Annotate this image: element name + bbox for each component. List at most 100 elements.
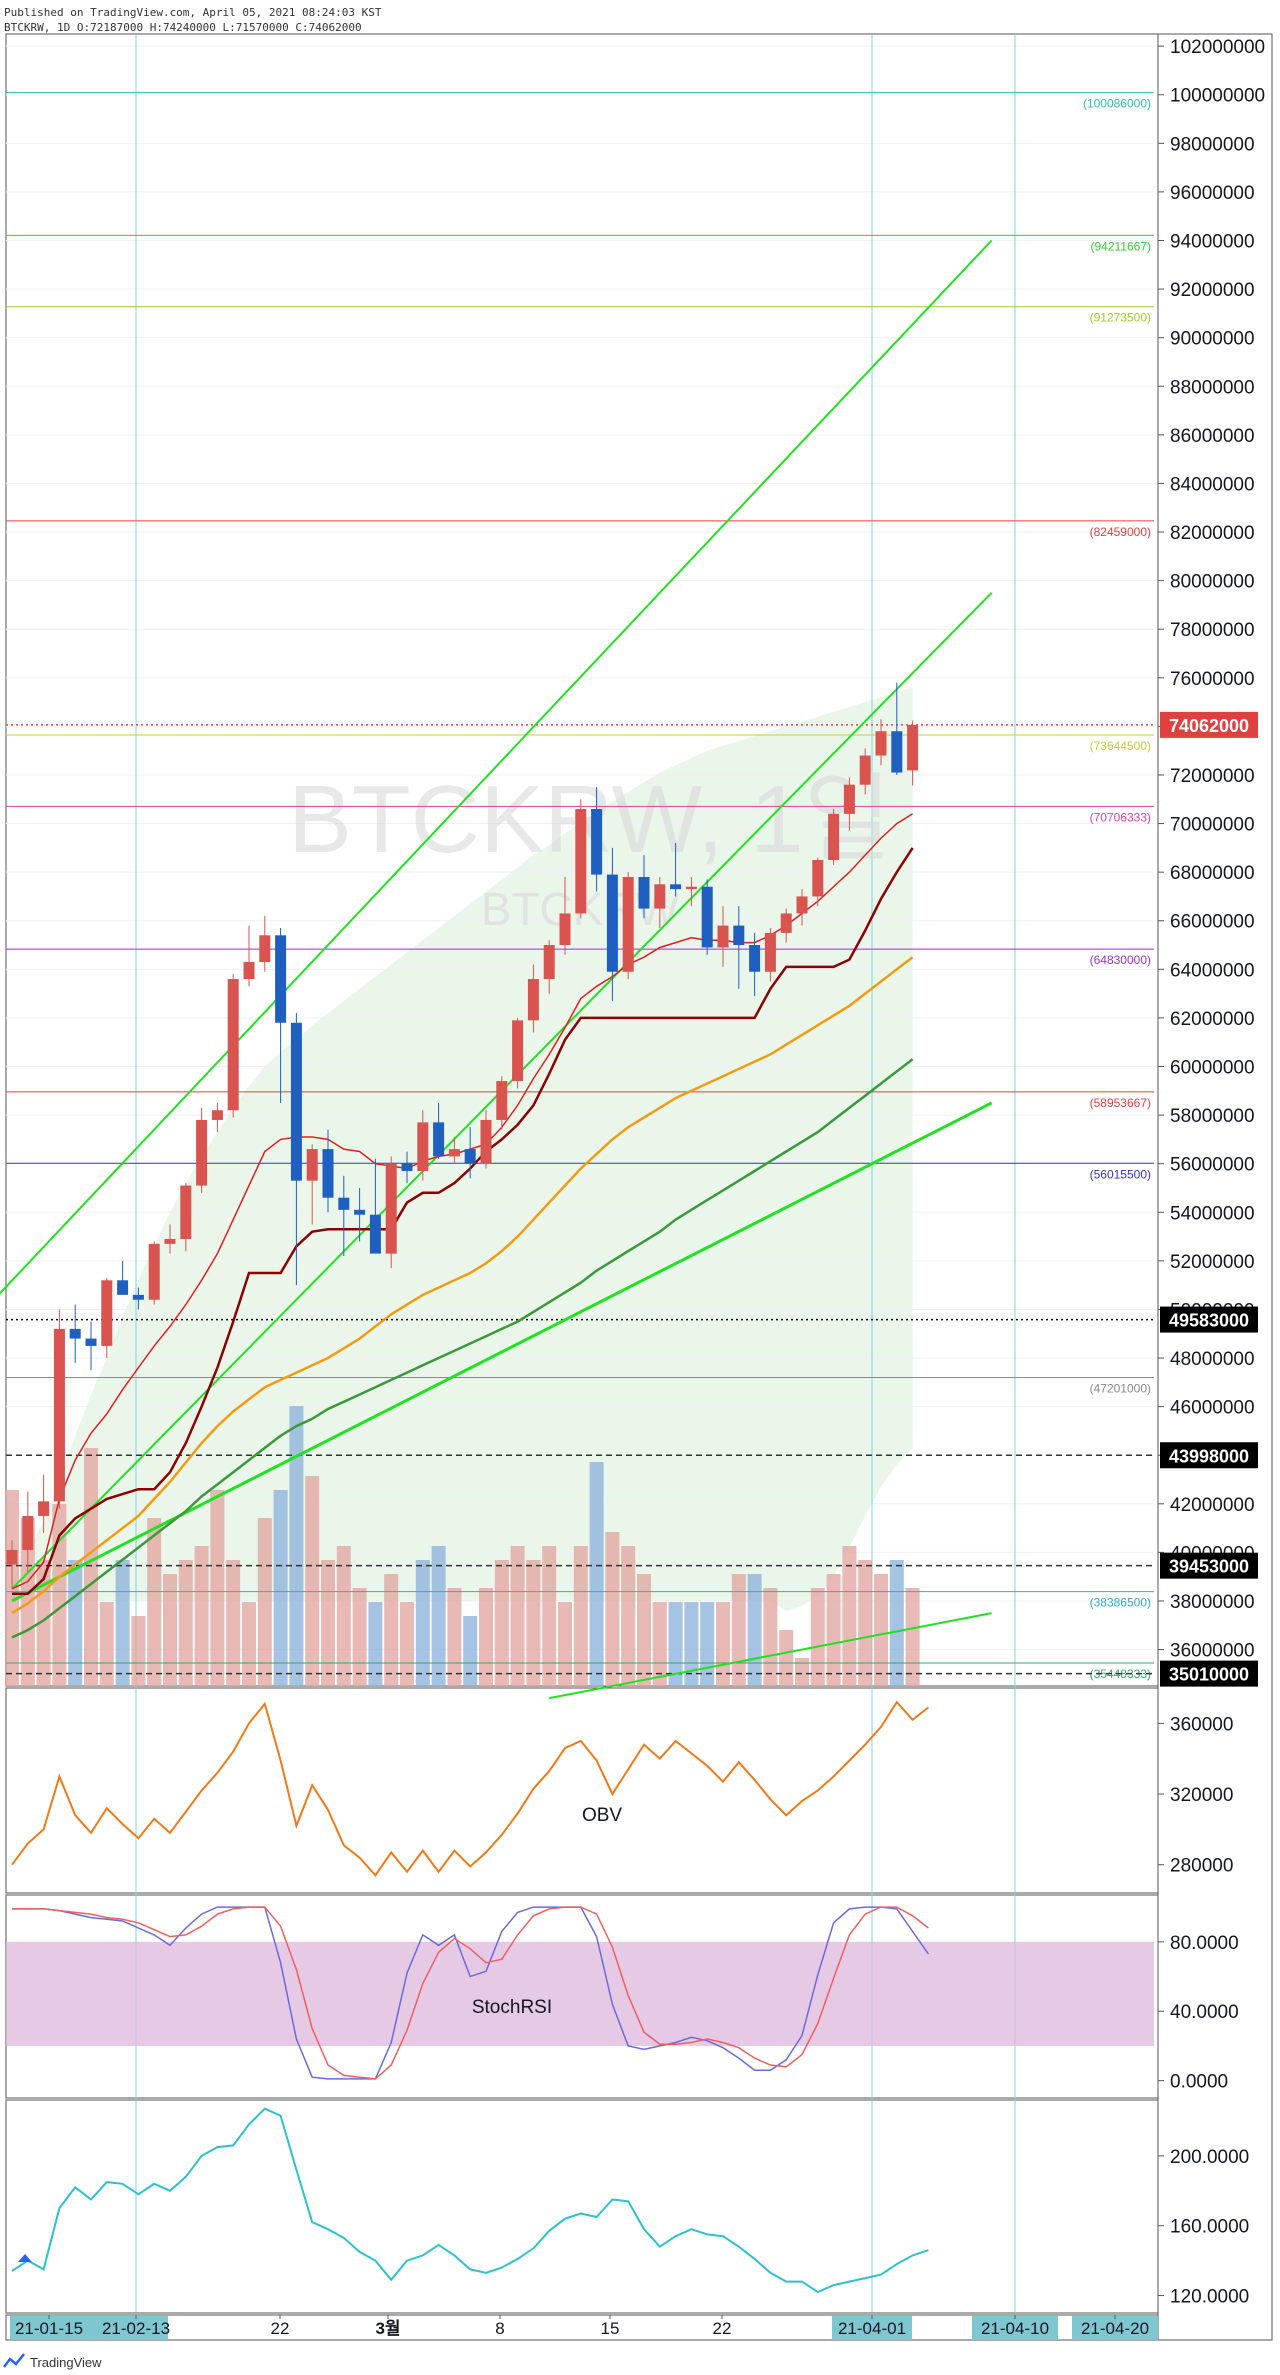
price-tick-label-26: 88000000 xyxy=(1170,377,1255,398)
price-tick-label-24: 84000000 xyxy=(1170,474,1255,495)
price-tick-label-18: 72000000 xyxy=(1170,766,1255,787)
time-axis[interactable]: 21-01-15 21-02-13 22 3월 8 15 22 21-04-01 21-04-1… xyxy=(5,2314,1159,2341)
level-label-7: (58953667) xyxy=(1090,1096,1151,1110)
candle-body-44 xyxy=(701,886,713,948)
candle-body-51 xyxy=(812,860,824,897)
candle-body-43 xyxy=(685,886,697,890)
volume-bar-18 xyxy=(289,1406,304,1686)
price-tick-label-16: 68000000 xyxy=(1170,863,1255,884)
price-tag-label-0: 74062000 xyxy=(1169,716,1249,736)
candle-body-15 xyxy=(243,962,255,980)
candle-body-35 xyxy=(559,913,571,946)
time-tick-label-7: 21-04-01 xyxy=(838,2319,906,2338)
candle-body-27 xyxy=(433,1122,445,1157)
price-tick-label-30: 96000000 xyxy=(1170,183,1255,204)
volume-bar-32 xyxy=(510,1546,525,1686)
price-tag-label-4: 35010000 xyxy=(1169,1665,1249,1685)
time-tick-label-4: 8 xyxy=(495,2319,504,2338)
volume-bar-44 xyxy=(700,1602,715,1686)
candle-body-29 xyxy=(464,1149,476,1164)
price-tick-label-13: 62000000 xyxy=(1170,1009,1255,1030)
price-tag-box-0 xyxy=(1160,711,1258,738)
volume-bar-12 xyxy=(194,1546,209,1686)
volume-bar-26 xyxy=(415,1560,430,1686)
volume-bar-23 xyxy=(368,1602,383,1686)
candle-body-22 xyxy=(354,1209,366,1215)
level-label-4: (73644500) xyxy=(1090,739,1151,753)
candle-body-47 xyxy=(749,945,761,972)
volume-bar-41 xyxy=(652,1602,667,1686)
candle-body-17 xyxy=(275,935,287,1023)
price-tick-label-31: 98000000 xyxy=(1170,134,1255,155)
volume-bar-33 xyxy=(526,1560,541,1686)
axis-frame xyxy=(1157,33,1273,2341)
price-tick-label-22: 80000000 xyxy=(1170,572,1255,593)
time-tick-label-0: 21-01-15 xyxy=(15,2319,83,2338)
stochrsi-tick-label-1: 40.0000 xyxy=(1170,2002,1239,2023)
volume-bar-40 xyxy=(637,1574,651,1686)
price-tag-label-1: 49583000 xyxy=(1169,1311,1249,1331)
level-label-5: (70706333) xyxy=(1090,810,1151,824)
candle-body-48 xyxy=(764,932,776,972)
stochrsi-d-line xyxy=(12,1906,929,2080)
obv-title: OBV xyxy=(582,1805,622,1826)
price-tag-box-1 xyxy=(1160,1306,1258,1333)
cyan-tick-label-1: 160.0000 xyxy=(1170,2217,1249,2238)
price-tick-label-11: 58000000 xyxy=(1170,1106,1255,1127)
candle-body-18 xyxy=(290,1022,302,1181)
footer-brand: TradingView xyxy=(30,2355,102,2370)
channel-line-3 xyxy=(549,1612,992,1700)
price-tick-label-6: 48000000 xyxy=(1170,1349,1255,1370)
candle-body-49 xyxy=(780,913,792,933)
volume-bar-52 xyxy=(826,1574,841,1686)
candle-body-54 xyxy=(859,755,871,785)
candle-body-2 xyxy=(38,1501,50,1516)
ema-orange-line xyxy=(11,956,914,1615)
candle-body-21 xyxy=(338,1197,350,1210)
time-tick-box-0 xyxy=(10,2316,168,2340)
horizontal-levels: (100086000) (94211667) (91273500) (82459000… xyxy=(6,92,1154,1681)
obv-pane[interactable]: 280000 320000 360000 xyxy=(11,1700,1233,1877)
candle-body-45 xyxy=(717,925,729,948)
price-tick-label-28: 92000000 xyxy=(1170,280,1255,301)
volume-bar-35 xyxy=(558,1602,572,1686)
volume-bar-17 xyxy=(273,1490,288,1686)
candle-body-12 xyxy=(196,1119,208,1186)
time-tick-label-2: 22 xyxy=(271,2319,290,2338)
price-tick-label-0: 36000000 xyxy=(1170,1641,1255,1662)
stochrsi-pane[interactable]: 0.0000 40.0000 80.0000 xyxy=(6,1906,1239,2093)
volume-bar-50 xyxy=(795,1658,809,1686)
time-axis-frame xyxy=(5,2314,1159,2341)
price-axis[interactable]: 3600000038000000400000004200000044000000… xyxy=(1158,37,1265,1662)
cyan-tick-label-0: 120.0000 xyxy=(1170,2287,1249,2308)
volume-bar-19 xyxy=(305,1476,320,1686)
candle-body-56 xyxy=(891,731,903,773)
price-tick-label-12: 60000000 xyxy=(1170,1058,1255,1079)
price-tick-label-27: 90000000 xyxy=(1170,329,1255,350)
volume-bar-43 xyxy=(684,1602,699,1686)
volume-bar-27 xyxy=(431,1546,446,1686)
candle-body-46 xyxy=(733,925,745,946)
volume-bar-16 xyxy=(257,1518,272,1686)
watermark-symbol-interval: BTCKRW, 1일 xyxy=(288,766,892,873)
price-tick-label-29: 94000000 xyxy=(1170,232,1255,253)
volume-bar-22 xyxy=(352,1588,367,1686)
volume-bar-39 xyxy=(621,1546,636,1686)
price-tag-box-3 xyxy=(1160,1552,1258,1579)
candle-body-53 xyxy=(843,784,855,814)
stochrsi-tick-label-2: 80.0000 xyxy=(1170,1933,1239,1954)
level-label-6: (64830000) xyxy=(1090,953,1151,967)
candle-body-37 xyxy=(591,808,603,875)
time-tick-label-1: 21-02-13 xyxy=(102,2319,170,2338)
price-tick-label-33: 102000000 xyxy=(1170,37,1265,58)
level-label-8: (56015500) xyxy=(1090,1167,1151,1181)
price-tick-label-3: 42000000 xyxy=(1170,1495,1255,1516)
candle-body-50 xyxy=(796,896,808,914)
level-label-9: (47201000) xyxy=(1090,1381,1151,1395)
cyan-line xyxy=(11,2107,929,2294)
slow-darkred-line xyxy=(12,847,914,1595)
cyan-indicator-pane[interactable]: 120.0000 160.0000 200.0000 xyxy=(11,2107,1249,2308)
candle-body-42 xyxy=(670,884,682,890)
volume-bars xyxy=(5,1406,920,1686)
